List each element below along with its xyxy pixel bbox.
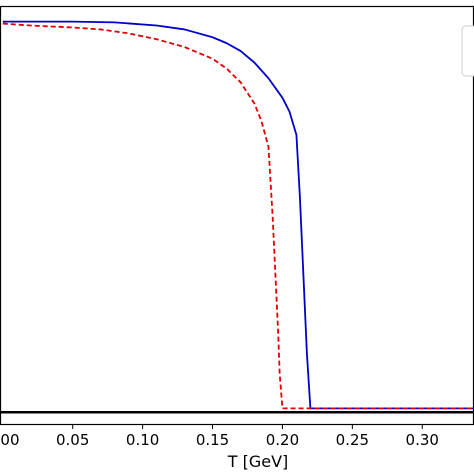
x-tick-label: 0.10 [126,431,159,449]
x-tick-label: 0.05 [56,431,89,449]
legend-box [461,25,474,77]
x-tick-label: 0.30 [406,431,439,449]
series-layer [2,20,474,410]
series-line-2 [2,22,474,410]
series-line-1 [2,20,474,410]
x-tick-label: 0.15 [196,431,229,449]
plot-frame [0,5,474,426]
x-axis-label: T [GeV] [227,452,289,471]
legend [461,25,474,77]
x-tick-label-cropped: 0.00 [0,431,19,449]
x-tick-label: 0.20 [266,431,299,449]
x-tick-label: 0.25 [336,431,369,449]
axes-box [0,5,474,426]
x-axis-ticks: 0.05 0.10 0.15 0.20 0.25 0.30 0.00 [0,424,439,449]
